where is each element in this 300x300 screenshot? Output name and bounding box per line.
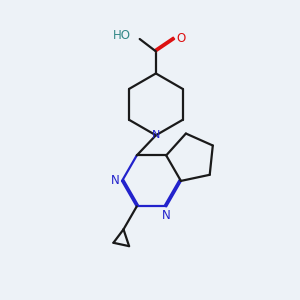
Text: N: N (152, 130, 160, 140)
Text: N: N (111, 174, 120, 188)
Text: N: N (162, 209, 171, 222)
Text: HO: HO (113, 29, 131, 42)
Text: O: O (176, 32, 186, 45)
